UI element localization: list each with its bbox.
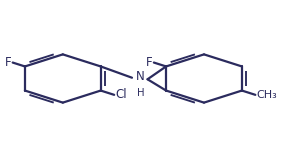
Text: CH₃: CH₃ (257, 90, 277, 100)
Text: F: F (146, 56, 153, 69)
Text: Cl: Cl (116, 88, 127, 101)
Text: H: H (137, 87, 144, 97)
Text: F: F (5, 56, 11, 69)
Text: N: N (136, 70, 145, 83)
